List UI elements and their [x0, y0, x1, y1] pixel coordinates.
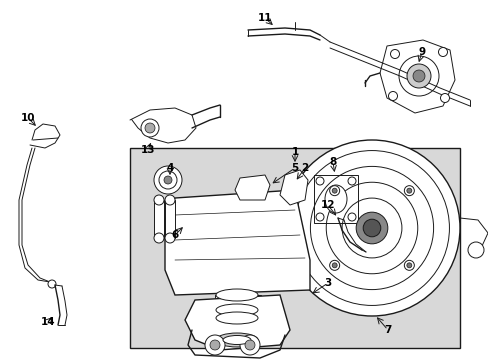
Bar	[130, 148, 459, 348]
Bar	[164, 200, 175, 238]
Circle shape	[406, 64, 430, 88]
Circle shape	[331, 263, 336, 268]
Polygon shape	[184, 295, 289, 350]
Circle shape	[164, 195, 175, 205]
Circle shape	[355, 212, 387, 244]
Polygon shape	[379, 40, 454, 113]
Circle shape	[398, 56, 438, 96]
Circle shape	[315, 177, 324, 185]
Circle shape	[404, 186, 413, 196]
Circle shape	[154, 233, 163, 243]
Text: 14: 14	[41, 317, 55, 327]
Circle shape	[154, 166, 182, 194]
Circle shape	[387, 91, 397, 100]
Text: 4: 4	[166, 163, 173, 173]
Ellipse shape	[216, 304, 258, 316]
Circle shape	[406, 263, 411, 268]
Circle shape	[141, 119, 159, 137]
Circle shape	[244, 340, 254, 350]
Text: 8: 8	[329, 157, 336, 167]
Text: 13: 13	[141, 145, 155, 155]
Circle shape	[48, 280, 56, 288]
Circle shape	[440, 94, 448, 103]
Circle shape	[240, 335, 260, 355]
Circle shape	[284, 140, 459, 316]
Circle shape	[164, 233, 175, 243]
Circle shape	[390, 49, 399, 58]
Text: 12: 12	[320, 200, 335, 210]
Circle shape	[331, 188, 336, 193]
Circle shape	[406, 188, 411, 193]
Polygon shape	[235, 175, 269, 200]
Text: 7: 7	[384, 325, 391, 335]
Text: 3: 3	[324, 278, 331, 288]
Circle shape	[412, 70, 424, 82]
Text: 10: 10	[20, 113, 35, 123]
Bar	[313, 175, 357, 223]
Ellipse shape	[223, 336, 250, 345]
Circle shape	[163, 176, 172, 184]
Circle shape	[145, 123, 155, 133]
Ellipse shape	[216, 289, 258, 301]
Polygon shape	[164, 190, 309, 295]
Text: 9: 9	[418, 47, 425, 57]
Ellipse shape	[216, 312, 258, 324]
Bar	[215, 295, 261, 340]
Circle shape	[467, 242, 483, 258]
Circle shape	[347, 177, 355, 185]
Circle shape	[329, 186, 339, 196]
Text: 6: 6	[171, 230, 178, 240]
Text: 5: 5	[291, 163, 298, 173]
Circle shape	[404, 260, 413, 270]
Circle shape	[347, 213, 355, 221]
Ellipse shape	[325, 185, 346, 213]
Circle shape	[204, 335, 224, 355]
Bar	[154, 200, 163, 238]
Ellipse shape	[216, 333, 258, 347]
Text: 1: 1	[291, 147, 298, 157]
Circle shape	[329, 260, 339, 270]
Text: 2: 2	[301, 163, 308, 173]
Circle shape	[209, 340, 220, 350]
Circle shape	[159, 171, 177, 189]
Circle shape	[363, 219, 380, 237]
Polygon shape	[280, 170, 307, 205]
Circle shape	[315, 213, 324, 221]
Text: 11: 11	[257, 13, 272, 23]
Circle shape	[154, 195, 163, 205]
Circle shape	[438, 48, 447, 57]
